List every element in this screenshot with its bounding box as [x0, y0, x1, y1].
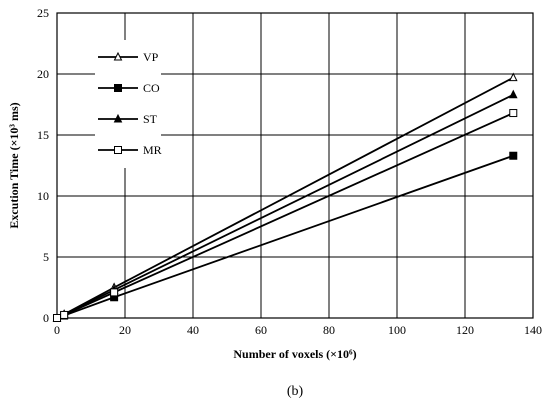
series-vp-point — [508, 72, 518, 82]
series-mr — [53, 109, 518, 322]
x-tick-label: 20 — [119, 323, 131, 337]
legend: VP CO ST MR — [95, 40, 162, 168]
legend-item-co: CO — [98, 81, 160, 95]
series-mr-point — [110, 288, 119, 297]
x-tick-label: 60 — [255, 323, 267, 337]
x-tick-label: 140 — [524, 323, 542, 337]
legend-label-vp: VP — [143, 50, 159, 64]
y-tick-label: 15 — [37, 128, 49, 142]
legend-label-st: ST — [143, 112, 158, 126]
x-tick-label: 100 — [388, 323, 406, 337]
legend-background — [95, 40, 161, 168]
legend-marker-vp — [113, 51, 123, 61]
series-mr-point — [53, 314, 61, 322]
legend-marker-co — [114, 84, 122, 92]
legend-item-vp: VP — [98, 50, 159, 64]
y-tick-label: 20 — [37, 67, 49, 81]
legend-item-st: ST — [98, 112, 158, 126]
series-mr-point — [60, 310, 69, 319]
x-tick-label: 80 — [323, 323, 335, 337]
y-tick-label: 25 — [37, 6, 49, 20]
legend-marker-st — [113, 113, 123, 123]
series-mr-point — [509, 109, 518, 118]
legend-marker-mr — [114, 146, 122, 154]
legend-label-mr: MR — [143, 143, 162, 157]
tick-labels: 0 20 40 60 80 100 120 140 0 5 10 15 20 25 — [37, 6, 542, 337]
y-tick-label: 0 — [43, 311, 49, 325]
x-axis-title: Number of voxels (×10⁶) — [233, 347, 356, 361]
legend-label-co: CO — [143, 81, 160, 95]
series-st-point — [508, 89, 518, 99]
y-axis-title: Excution Time (×10³ ms) — [7, 102, 21, 228]
series-co-point — [509, 151, 518, 160]
series-group — [52, 72, 518, 322]
figure-caption: (b) — [287, 384, 304, 399]
x-tick-label: 40 — [187, 323, 199, 337]
plot-area — [56, 12, 534, 319]
x-tick-label: 120 — [456, 323, 474, 337]
y-tick-label: 10 — [37, 189, 49, 203]
x-tick-label: 0 — [54, 323, 60, 337]
legend-item-mr: MR — [98, 143, 162, 157]
y-tick-label: 5 — [43, 250, 49, 264]
series-co — [53, 151, 518, 322]
